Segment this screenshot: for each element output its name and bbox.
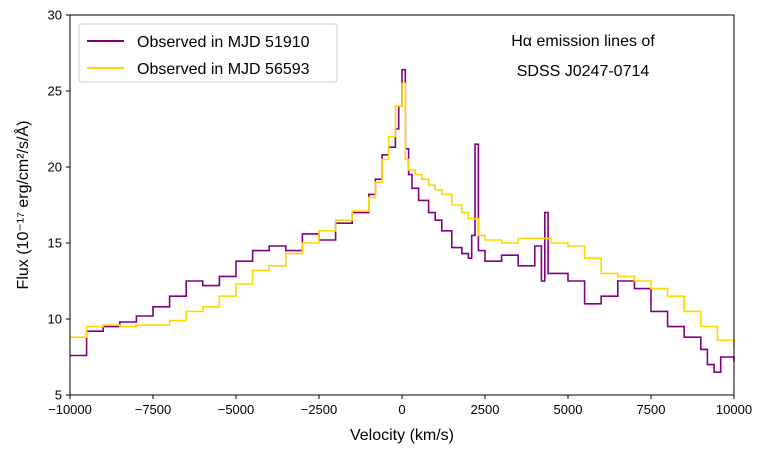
- y-tick-label: 25: [48, 84, 62, 99]
- x-tick-label: 7500: [637, 402, 666, 417]
- y-axis-label: Flux (10⁻¹⁷ erg/cm²/s/Å): [13, 121, 32, 290]
- y-tick-label: 20: [48, 160, 62, 175]
- x-tick-label: −5000: [218, 402, 255, 417]
- ticks-layer: −10000 −7500 −5000 −2500 0 2500 5000 7500 10000 5…: [48, 8, 753, 418]
- x-tick-label: 5000: [554, 402, 583, 417]
- annotation-line-1: Hα emission lines of: [511, 33, 655, 50]
- y-tick-label: 30: [48, 8, 62, 23]
- y-tick-label: 10: [48, 312, 62, 327]
- x-tick-label: 2500: [471, 402, 500, 417]
- x-tick-label: 0: [398, 402, 405, 417]
- y-tick-label: 15: [48, 236, 62, 251]
- x-tick-label: −2500: [301, 402, 338, 417]
- series-layer: [70, 68, 735, 373]
- legend-box: [78, 23, 338, 83]
- legend: Observed in MJD 51910 Observed in MJD 56…: [78, 23, 338, 83]
- series-line-mjd-56593: [70, 82, 735, 348]
- legend-entry-mjd-51910: Observed in MJD 51910: [137, 34, 310, 51]
- series-line-mjd-51910: [70, 68, 735, 373]
- y-tick-label: 5: [55, 388, 62, 403]
- x-tick-label: −7500: [135, 402, 172, 417]
- x-tick-label: 10000: [716, 402, 752, 417]
- x-axis-label: Velocity (km/s): [350, 427, 454, 444]
- legend-entry-mjd-56593: Observed in MJD 56593: [137, 61, 310, 78]
- x-tick-label: −10000: [48, 402, 92, 417]
- annotation-line-2: SDSS J0247-0714: [517, 63, 650, 80]
